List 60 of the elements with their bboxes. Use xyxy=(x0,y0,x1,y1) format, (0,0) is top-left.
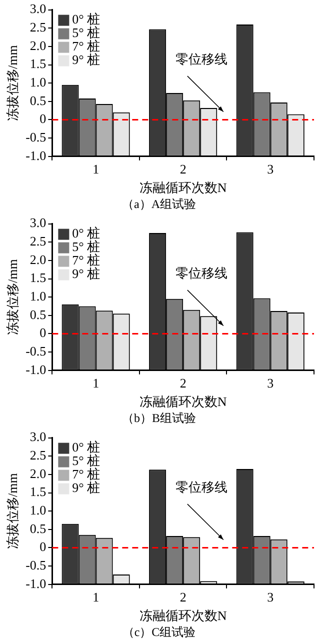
legend-label: 0° 桩 xyxy=(72,440,100,455)
text: （a）A组试验 xyxy=(122,196,196,211)
y-tick-label: -1.0 xyxy=(26,576,46,591)
x-axis-title: 冻融循环次数N xyxy=(139,180,228,196)
ref-line-label: 零位移线 xyxy=(175,479,228,494)
y-tick-label: 2.5 xyxy=(30,234,46,249)
y-tick-label: 2.0 xyxy=(30,252,46,267)
legend-label: 9° 桩 xyxy=(72,480,100,496)
legend-label: 5° 桩 xyxy=(72,453,100,468)
y-tick-label: 2.5 xyxy=(30,448,46,463)
x-tick-label: 2 xyxy=(180,162,186,177)
y-tick-label: 2.0 xyxy=(30,466,46,481)
y-tick-label: 0.5 xyxy=(30,92,46,108)
legend-label: 7° 桩 xyxy=(72,38,100,54)
y-tick-label: 1.0 xyxy=(30,502,46,518)
y-tick-label: -1.0 xyxy=(26,148,46,163)
y-tick-label: 0 xyxy=(40,325,46,340)
y-axis-title: 冻拔位移/mm xyxy=(5,259,20,336)
y-tick-label: 1.5 xyxy=(30,484,46,500)
x-tick-label: 3 xyxy=(267,162,274,177)
legend-label: 7° 桩 xyxy=(72,252,100,268)
x-tick-label: 1 xyxy=(92,590,100,605)
y-tick-label: 2.5 xyxy=(30,20,46,35)
legend-label: 5° 桩 xyxy=(72,25,100,40)
legend-label: 0° 桩 xyxy=(72,12,100,27)
y-tick-label: -1.0 xyxy=(26,362,46,377)
x-axis-title: 冻融循环次数N xyxy=(139,608,228,624)
y-tick-label: 3.0 xyxy=(30,215,46,230)
legend-label: 0° 桩 xyxy=(72,226,100,241)
y-tick-label: 0 xyxy=(40,539,46,554)
text: （b）B组试验 xyxy=(122,410,196,425)
ref-line-label: 零位移线 xyxy=(175,51,228,66)
y-axis-title: 冻拔位移/mm xyxy=(5,45,20,122)
x-axis-title: 冻融循环次数N xyxy=(139,394,228,410)
y-tick-label: 1.0 xyxy=(30,74,46,90)
x-tick-label: 1 xyxy=(92,162,100,177)
y-tick-label: -0.5 xyxy=(26,129,46,144)
x-tick-label: 2 xyxy=(180,590,186,605)
legend-label: 5° 桩 xyxy=(72,239,100,254)
legend-label: 7° 桩 xyxy=(72,466,100,482)
x-tick-label: 1 xyxy=(92,376,100,391)
y-tick-label: 0 xyxy=(40,111,46,126)
x-tick-label: 3 xyxy=(267,590,274,605)
ref-line-label: 零位移线 xyxy=(175,265,228,280)
y-tick-label: 1.0 xyxy=(30,288,46,304)
y-tick-label: 1.5 xyxy=(30,56,46,72)
y-tick-label: 2.0 xyxy=(30,38,46,53)
y-tick-label: 3.0 xyxy=(30,1,46,16)
y-tick-label: 1.5 xyxy=(30,270,46,286)
y-tick-label: -0.5 xyxy=(26,557,46,572)
y-tick-label: -0.5 xyxy=(26,343,46,358)
x-tick-label: 3 xyxy=(267,376,274,391)
legend-label: 9° 桩 xyxy=(72,266,100,282)
y-tick-label: 0.5 xyxy=(30,306,46,322)
y-tick-label: 0.5 xyxy=(30,520,46,536)
y-tick-label: 3.0 xyxy=(30,429,46,444)
legend-label: 9° 桩 xyxy=(72,52,100,68)
x-tick-label: 2 xyxy=(180,376,186,391)
y-axis-title: 冻拔位移/mm xyxy=(5,473,20,550)
text: （c）C组试验 xyxy=(122,624,196,639)
